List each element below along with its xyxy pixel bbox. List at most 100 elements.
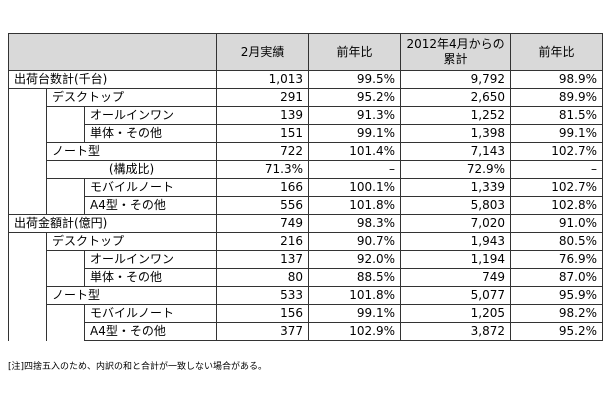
- indent-cell: [46, 304, 85, 323]
- value-cell: –: [510, 160, 604, 179]
- value-cell: 99.1%: [510, 124, 604, 143]
- table-row: ノート型 533 101.8% 5,077 95.9%: [8, 286, 604, 305]
- value-cell: 89.9%: [510, 88, 604, 107]
- indent-cell: [8, 142, 47, 161]
- table-row: デスクトップ 216 90.7% 1,943 80.5%: [8, 232, 604, 251]
- value-cell: 95.2%: [510, 322, 604, 341]
- value-cell: 156: [216, 304, 310, 323]
- indent-cell: [8, 232, 47, 251]
- value-cell: 91.3%: [308, 106, 402, 125]
- value-cell: 99.5%: [308, 70, 402, 89]
- indent-cell: [46, 178, 85, 197]
- value-cell: 99.1%: [308, 124, 402, 143]
- table-row: デスクトップ 291 95.2% 2,650 89.9%: [8, 88, 604, 107]
- row-label: (構成比): [45, 160, 218, 179]
- value-cell: 101.8%: [308, 196, 402, 215]
- value-cell: 98.9%: [510, 70, 604, 89]
- value-cell: 98.2%: [510, 304, 604, 323]
- row-label: モバイルノート: [83, 304, 218, 323]
- value-cell: 99.1%: [308, 304, 402, 323]
- value-cell: 1,398: [400, 124, 512, 143]
- indent-cell: [8, 124, 47, 143]
- value-cell: 80.5%: [510, 232, 604, 251]
- table-row: 出荷金額計(億円) 749 98.3% 7,020 91.0%: [7, 214, 604, 233]
- value-cell: 1,013: [216, 70, 310, 89]
- value-cell: 749: [400, 268, 512, 287]
- value-cell: 7,143: [400, 142, 512, 161]
- value-cell: 1,252: [400, 106, 512, 125]
- value-cell: 101.8%: [308, 286, 402, 305]
- row-label: ノート型: [45, 286, 218, 305]
- table-row: 単体・その他 151 99.1% 1,398 99.1%: [8, 124, 604, 143]
- table-row: モバイルノート 156 99.1% 1,205 98.2%: [8, 304, 604, 323]
- value-cell: 749: [216, 214, 310, 233]
- value-cell: 533: [216, 286, 310, 305]
- indent-cell: [46, 250, 85, 269]
- value-cell: 216: [216, 232, 310, 251]
- header-yoy-1: 前年比: [308, 33, 402, 71]
- value-cell: 1,205: [400, 304, 512, 323]
- indent-cell: [8, 178, 47, 197]
- value-cell: 87.0%: [510, 268, 604, 287]
- table-row: 単体・その他 80 88.5% 749 87.0%: [8, 268, 604, 287]
- indent-cell: [46, 124, 85, 143]
- value-cell: 7,020: [400, 214, 512, 233]
- row-label: デスクトップ: [45, 232, 218, 251]
- indent-cell: [46, 106, 85, 125]
- row-label: ノート型: [45, 142, 218, 161]
- value-cell: 100.1%: [308, 178, 402, 197]
- row-label: オールインワン: [83, 250, 218, 269]
- value-cell: 137: [216, 250, 310, 269]
- value-cell: 151: [216, 124, 310, 143]
- footnote: [注]四捨五入のため、内訳の和と合計が一致しない場合がある。: [8, 362, 268, 372]
- shipment-table-container: 2月実績 前年比 2012年4月からの累計 前年比 出荷台数計(千台) 1,013…: [7, 33, 604, 341]
- value-cell: 88.5%: [308, 268, 402, 287]
- value-cell: 71.3%: [216, 160, 310, 179]
- row-label: A4型・その他: [83, 322, 218, 341]
- indent-cell: [8, 196, 47, 215]
- indent-cell: [8, 250, 47, 269]
- value-cell: 92.0%: [308, 250, 402, 269]
- value-cell: 91.0%: [510, 214, 604, 233]
- header-feb-actual: 2月実績: [216, 33, 310, 71]
- value-cell: 101.4%: [308, 142, 402, 161]
- value-cell: 5,077: [400, 286, 512, 305]
- value-cell: 1,339: [400, 178, 512, 197]
- value-cell: 95.2%: [308, 88, 402, 107]
- value-cell: –: [308, 160, 402, 179]
- value-cell: 5,803: [400, 196, 512, 215]
- value-cell: 102.9%: [308, 322, 402, 341]
- value-cell: 102.7%: [510, 178, 604, 197]
- indent-cell: [8, 106, 47, 125]
- value-cell: 1,943: [400, 232, 512, 251]
- value-cell: 102.7%: [510, 142, 604, 161]
- table-row: (構成比) 71.3% –72.9% –: [8, 160, 604, 179]
- value-cell: 166: [216, 178, 310, 197]
- indent-cell: [46, 322, 85, 341]
- table-row: A4型・その他 556 101.8% 5,803 102.8%: [8, 196, 604, 215]
- row-label: 出荷金額計(億円): [7, 214, 218, 233]
- value-cell: 377: [216, 322, 310, 341]
- header-yoy-2: 前年比: [510, 33, 604, 71]
- row-label: 出荷台数計(千台): [7, 70, 218, 89]
- table-row: A4型・その他 377 102.9% 3,872 95.2%: [8, 322, 604, 341]
- table-row: オールインワン 139 91.3% 1,252 81.5%: [8, 106, 604, 125]
- indent-cell: [8, 286, 47, 305]
- table-row: オールインワン 137 92.0% 1,194 76.9%: [8, 250, 604, 269]
- indent-cell: [8, 304, 47, 323]
- row-label: デスクトップ: [45, 88, 218, 107]
- shipment-table: 2月実績 前年比 2012年4月からの累計 前年比 出荷台数計(千台) 1,013…: [7, 33, 604, 341]
- table-row: モバイルノート 166 100.1% 1,339 102.7%: [8, 178, 604, 197]
- value-cell: 81.5%: [510, 106, 604, 125]
- value-cell: 291: [216, 88, 310, 107]
- table-row: ノート型 722 101.4% 7,143 102.7%: [8, 142, 604, 161]
- value-cell: 3,872: [400, 322, 512, 341]
- value-cell: 1,194: [400, 250, 512, 269]
- value-cell: 722: [216, 142, 310, 161]
- value-cell: 98.3%: [308, 214, 402, 233]
- indent-cell: [8, 88, 47, 107]
- indent-cell: [8, 268, 47, 287]
- value-cell: 72.9%: [400, 160, 512, 179]
- indent-cell: [8, 322, 47, 341]
- value-cell: 9,792: [400, 70, 512, 89]
